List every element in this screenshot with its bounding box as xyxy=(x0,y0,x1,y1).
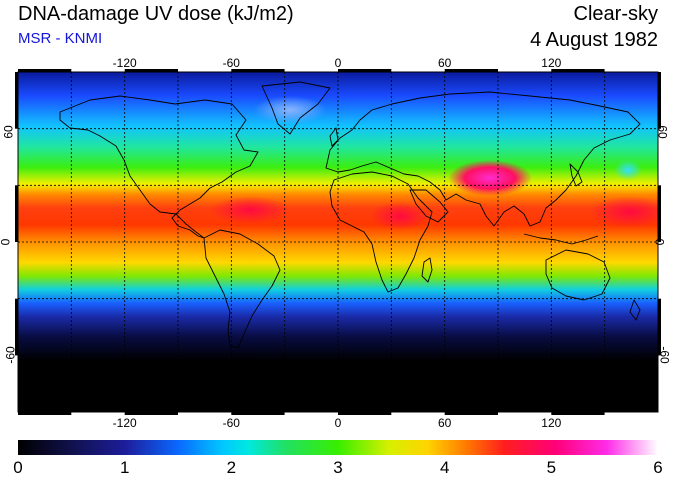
sky-condition: Clear-sky xyxy=(573,3,658,25)
colorbar-label: 6 xyxy=(653,458,663,477)
colorbar-label: 5 xyxy=(546,458,557,477)
greenland-coast xyxy=(261,81,331,135)
tibet-hotspot xyxy=(448,160,532,196)
colorbar-label: 2 xyxy=(226,458,237,477)
antarctica-coast xyxy=(18,385,658,393)
north-america-coast xyxy=(59,95,259,239)
pacific-cool-patch xyxy=(614,160,642,180)
japan-coast xyxy=(569,163,583,187)
graticule xyxy=(18,72,658,412)
colorbar-label: 3 xyxy=(333,458,343,477)
lon-tick-bottom: -60 xyxy=(222,416,240,430)
lon-tick-top: -60 xyxy=(222,56,240,70)
lon-tick-top: 60 xyxy=(438,56,452,70)
colorbar-label: 4 xyxy=(439,458,450,477)
africa-coast xyxy=(329,171,433,293)
australia-coast xyxy=(545,249,611,301)
lon-tick-top: 0 xyxy=(334,56,342,70)
africa-hotspot xyxy=(370,202,430,230)
map-source: MSR - KNMI xyxy=(18,30,103,47)
map-frame xyxy=(15,69,661,415)
lon-tick-top: -120 xyxy=(112,56,137,70)
lon-tick-bottom: 0 xyxy=(334,416,342,430)
map-title: DNA-damage UV dose (kJ/m2) xyxy=(18,3,294,25)
greenland-patch xyxy=(254,96,326,124)
pacific-hotspot xyxy=(590,196,658,228)
colorbar-label: 1 xyxy=(119,458,130,477)
map-date: 4 August 1982 xyxy=(530,29,658,51)
madagascar-coast xyxy=(421,257,433,283)
colorbar-gradient xyxy=(18,440,658,455)
colorbar-label: 0 xyxy=(13,458,23,477)
lon-tick-bottom: 120 xyxy=(541,416,562,430)
atlantic-hotspot xyxy=(210,196,290,224)
lon-tick-bottom: 60 xyxy=(438,416,452,430)
arabia-coast xyxy=(409,189,449,223)
lon-tick-top: 120 xyxy=(541,56,562,70)
lon-tick-bottom: -120 xyxy=(112,416,137,430)
new-zealand-coast xyxy=(629,299,641,321)
